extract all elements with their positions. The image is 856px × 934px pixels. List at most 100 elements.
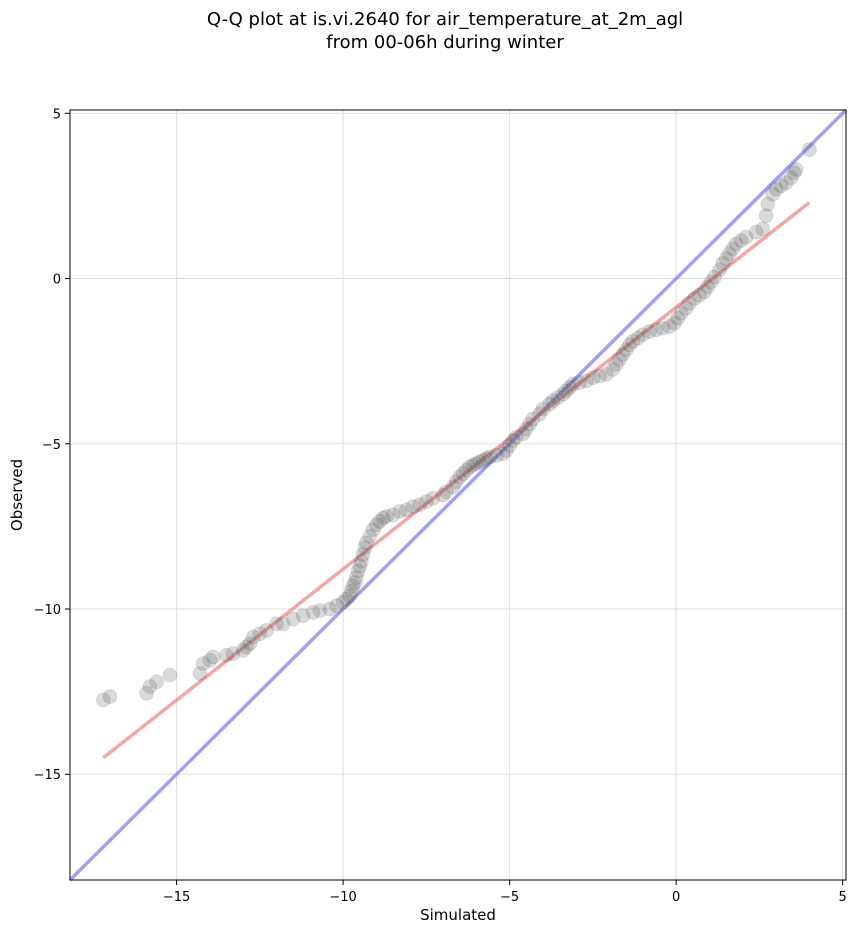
- data-point: [502, 437, 518, 453]
- data-point: [285, 611, 301, 627]
- identity-line: [68, 108, 848, 882]
- data-point: [347, 575, 363, 591]
- data-point: [352, 558, 368, 574]
- data-point: [458, 462, 474, 478]
- data-point: [630, 330, 646, 346]
- data-point: [605, 361, 621, 377]
- data-point: [555, 386, 571, 402]
- grid-lines: [70, 110, 846, 880]
- data-point: [532, 406, 548, 422]
- data-point: [362, 528, 378, 544]
- data-point: [322, 601, 338, 617]
- data-point: [715, 256, 731, 272]
- data-point: [572, 375, 588, 391]
- data-point: [348, 570, 364, 586]
- chart-title-line-1: Q-Q plot at is.vi.2640 for air_temperatu…: [207, 9, 683, 30]
- x-tick-label: −5: [500, 890, 519, 905]
- chart-title-line-2: from 00-06h during winter: [326, 32, 564, 53]
- data-point: [648, 322, 664, 338]
- data-point: [801, 142, 817, 158]
- data-point: [342, 588, 358, 604]
- data-point: [142, 679, 158, 695]
- data-point: [372, 513, 388, 529]
- y-axis-ticks: −15 −10 −5 0 5: [34, 107, 70, 783]
- data-point: [788, 161, 804, 177]
- data-point: [345, 578, 361, 594]
- data-point: [585, 370, 601, 386]
- data-point: [608, 356, 624, 372]
- data-point: [202, 652, 218, 668]
- data-point: [755, 221, 771, 237]
- data-point: [703, 274, 719, 290]
- data-point: [760, 196, 776, 212]
- data-point: [711, 262, 727, 278]
- data-point: [295, 608, 311, 624]
- data-point: [535, 401, 551, 417]
- data-point: [252, 626, 268, 642]
- data-point: [598, 366, 614, 382]
- y-tick-label: −5: [42, 438, 61, 453]
- data-point: [455, 466, 471, 482]
- data-point: [622, 337, 638, 353]
- data-point: [353, 553, 369, 569]
- data-point: [472, 454, 488, 470]
- data-point: [768, 181, 784, 197]
- data-point: [343, 583, 359, 599]
- data-point: [706, 269, 722, 285]
- data-point: [205, 649, 221, 665]
- data-point: [219, 647, 235, 663]
- data-point: [615, 347, 631, 363]
- data-point: [365, 522, 381, 538]
- data-point: [718, 251, 734, 267]
- data-point: [478, 451, 494, 467]
- data-point: [468, 456, 484, 472]
- data-point: [357, 540, 373, 556]
- data-point: [592, 368, 608, 384]
- data-point: [405, 499, 421, 515]
- data-point: [498, 442, 514, 458]
- data-point: [642, 323, 658, 339]
- data-point: [328, 598, 344, 614]
- data-point: [565, 376, 581, 392]
- data-point: [673, 305, 689, 321]
- data-point: [562, 380, 578, 396]
- x-tick-label: 0: [672, 890, 680, 905]
- data-point: [558, 383, 574, 399]
- data-point: [462, 459, 478, 475]
- data-point: [612, 352, 628, 368]
- data-point: [508, 429, 524, 445]
- data-point: [618, 342, 634, 358]
- y-axis-label: Observed: [8, 459, 26, 531]
- data-point: [225, 646, 241, 662]
- data-point: [149, 674, 165, 690]
- data-point: [192, 665, 208, 681]
- data-point: [670, 310, 686, 326]
- y-tick-label: −10: [34, 603, 61, 618]
- data-point: [738, 229, 754, 245]
- data-point: [721, 246, 737, 262]
- data-point: [488, 447, 504, 463]
- data-point: [495, 446, 511, 462]
- data-point: [728, 236, 744, 252]
- data-point: [765, 186, 781, 202]
- data-point: [245, 629, 261, 645]
- data-point: [102, 689, 118, 705]
- data-point: [666, 315, 682, 331]
- y-tick-label: 0: [53, 273, 61, 288]
- data-point: [398, 502, 414, 518]
- data-point: [748, 224, 764, 240]
- y-tick-label: −15: [34, 768, 61, 783]
- data-point: [733, 233, 749, 249]
- data-point: [725, 241, 741, 257]
- data-point: [139, 685, 155, 701]
- data-point: [681, 295, 697, 311]
- fit-line: [102, 201, 811, 760]
- data-point: [162, 667, 178, 683]
- data-point: [578, 373, 594, 389]
- x-axis-ticks: −15 −10 −5 0 5: [163, 880, 847, 905]
- data-point: [392, 504, 408, 520]
- data-point: [542, 396, 558, 412]
- data-point: [452, 469, 468, 485]
- data-point: [268, 616, 284, 632]
- data-point: [655, 320, 671, 336]
